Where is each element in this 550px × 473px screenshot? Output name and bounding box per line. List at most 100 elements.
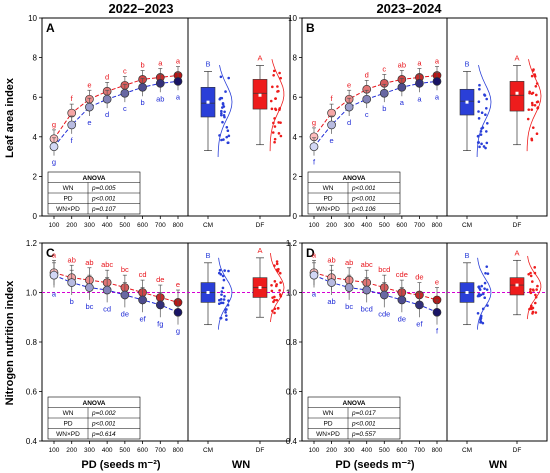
jitter-point-df: [531, 103, 534, 107]
significance-letter: f: [313, 158, 316, 167]
jitter-point-cm: [223, 115, 226, 119]
x-title-pd-left: PD (seeds m⁻²): [81, 459, 160, 471]
x-tick-label: 800: [432, 447, 443, 454]
jitter-point-cm: [226, 129, 230, 133]
jitter-point-df: [273, 117, 276, 120]
jitter-point-df: [534, 93, 538, 97]
y-tick-label: 0.8: [286, 338, 298, 347]
significance-letter: c: [365, 110, 369, 119]
jitter-point-cm: [221, 102, 225, 105]
jitter-point-cm: [484, 146, 487, 150]
jitter-point-df: [531, 280, 534, 283]
anova-pvalue: p=0.002: [91, 410, 116, 417]
jitter-point-cm: [478, 83, 481, 87]
jitter-point-df: [279, 76, 282, 80]
jitter-point-cm: [483, 287, 486, 290]
jitter-point-df: [536, 100, 540, 104]
jitter-point-cm: [485, 97, 488, 101]
x-tick-label: 600: [396, 447, 407, 454]
jitter-point-df: [273, 307, 277, 311]
x-tick-label: 800: [173, 222, 184, 229]
panel-frame: [301, 17, 548, 217]
jitter-point-df: [531, 126, 535, 129]
y-tick-label: 8: [33, 54, 38, 63]
anova-factor: WN: [323, 410, 334, 417]
y-tick-label: 0.4: [26, 437, 38, 446]
jitter-point-df: [531, 310, 535, 314]
x-tick-label: 300: [344, 447, 355, 454]
x-tick-label: 200: [66, 447, 77, 454]
significance-letter: b: [140, 60, 144, 69]
x-tick-label: 100: [309, 447, 320, 454]
jitter-point-df: [531, 306, 534, 310]
jitter-point-df: [531, 69, 535, 72]
jitter-point-cm: [477, 117, 481, 120]
wn-tick-label: DF: [513, 222, 522, 229]
jitter-point-df: [274, 97, 277, 100]
anova-pvalue: p<0.106: [351, 206, 376, 213]
y-tick-label: 10: [28, 14, 37, 23]
significance-letter: fg: [157, 319, 163, 328]
jitter-point-df: [534, 295, 538, 299]
jitter-point-df: [527, 108, 531, 111]
y-tick-label: 0: [33, 212, 38, 221]
column-title-left: 2022–2023: [108, 1, 173, 16]
jitter-point-df: [274, 107, 277, 111]
jitter-point-cm: [476, 312, 480, 315]
jitter-point-cm: [476, 294, 480, 298]
anova-pvalue: p<0.001: [91, 196, 116, 203]
data-point-cm: [173, 77, 183, 86]
significance-letter: d: [105, 72, 109, 81]
jitter-point-cm: [485, 106, 488, 110]
data-point-cm: [327, 278, 336, 287]
jitter-point-df: [279, 121, 282, 124]
jitter-point-cm: [477, 292, 481, 296]
jitter-point-df: [528, 307, 531, 311]
jitter-point-cm: [479, 130, 483, 133]
jitter-point-df: [273, 140, 276, 144]
box-mean: [206, 100, 210, 104]
jitter-point-cm: [485, 130, 488, 133]
box-letter: B: [464, 59, 469, 68]
significance-letter: bc: [85, 302, 93, 311]
jitter-point-df: [529, 291, 533, 295]
jitter-point-df: [535, 82, 539, 85]
data-point-cm: [155, 78, 165, 88]
jitter-point-df: [276, 85, 279, 88]
significance-letter: e: [87, 118, 91, 127]
jitter-point-df: [529, 274, 533, 278]
x-tick-label: 300: [344, 222, 355, 229]
jitter-point-df: [271, 85, 274, 89]
significance-letter: bc: [121, 265, 129, 274]
jitter-point-df: [273, 264, 276, 267]
box-letter: B: [205, 251, 210, 260]
significance-letter: b: [70, 297, 74, 306]
data-point-cm: [102, 285, 112, 295]
jitter-point-df: [273, 125, 277, 128]
significance-letter: a: [417, 58, 422, 67]
anova-pvalue: p<0.001: [91, 421, 116, 428]
data-point-cm: [49, 142, 59, 152]
jitter-point-cm: [218, 134, 221, 137]
density-curve-cm: [217, 65, 233, 158]
significance-letter: cd: [103, 304, 111, 313]
y-tick-label: 1.0: [286, 289, 298, 298]
jitter-point-cm: [484, 113, 487, 117]
jitter-point-df: [535, 288, 538, 291]
jitter-point-df: [535, 132, 539, 135]
significance-letter: e: [329, 136, 333, 145]
box-mean: [258, 286, 262, 290]
jitter-point-cm: [225, 318, 228, 321]
box-mean: [206, 291, 210, 294]
data-point-cm: [415, 300, 424, 310]
box-letter: B: [464, 251, 469, 260]
significance-letter: a: [435, 92, 440, 101]
jitter-point-cm: [486, 272, 490, 275]
x-tick-label: 700: [155, 447, 166, 454]
jitter-point-cm: [480, 127, 483, 130]
jitter-point-cm: [485, 288, 489, 291]
x-tick-label: 300: [84, 222, 95, 229]
jitter-point-df: [279, 294, 283, 298]
anova-pvalue: p=0.557: [351, 431, 376, 438]
significance-letter: f: [436, 327, 439, 336]
